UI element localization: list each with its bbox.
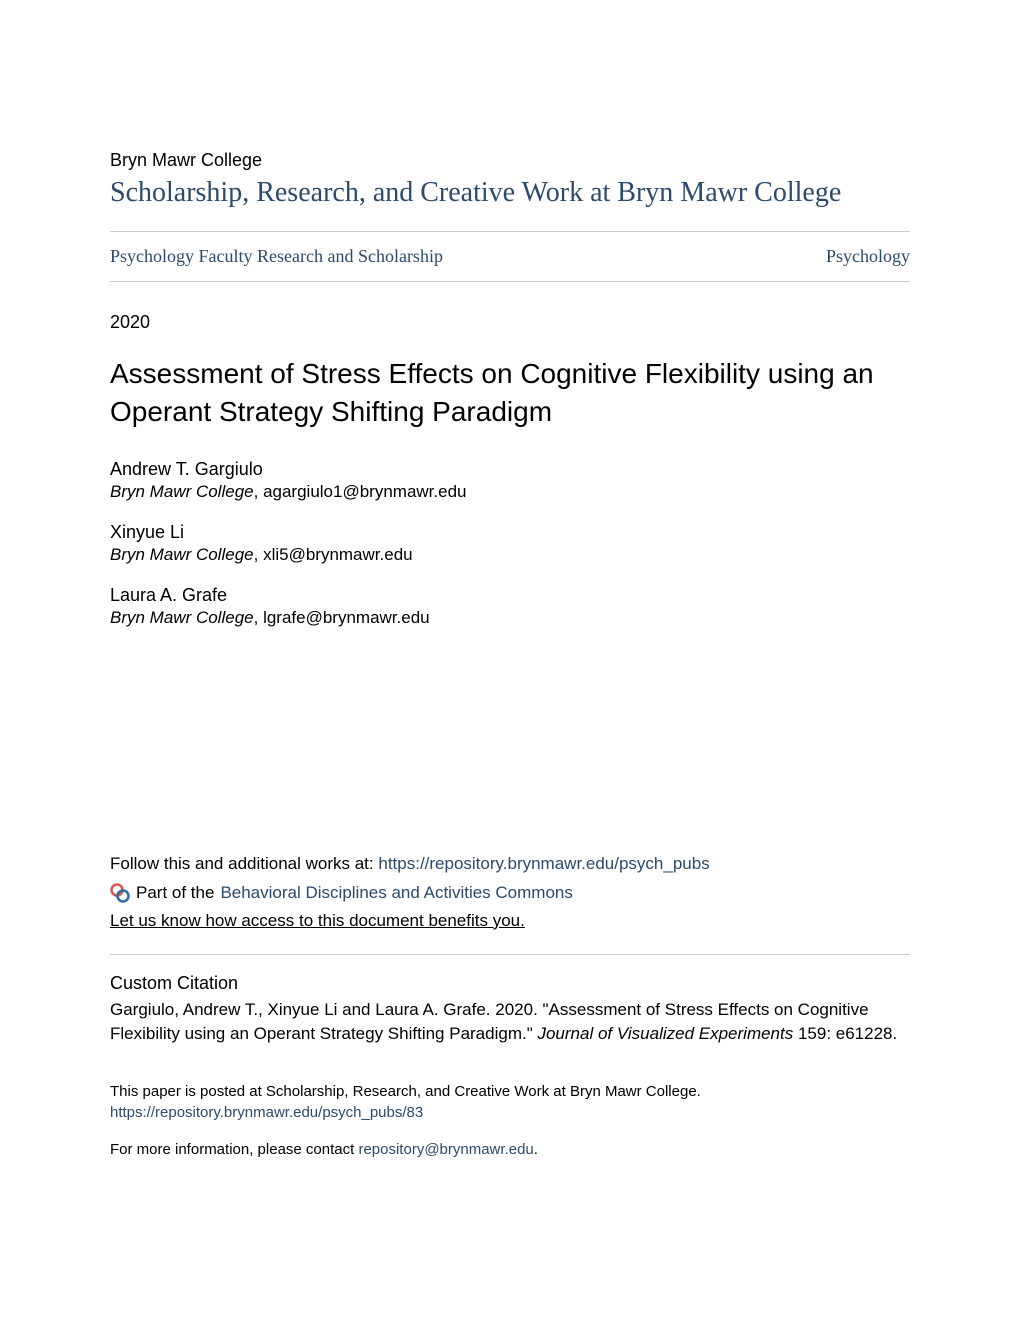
author-affiliation: Bryn Mawr College, xli5@brynmawr.edu <box>110 544 910 567</box>
citation-journal: Journal of Visualized Experiments <box>537 1024 793 1043</box>
citation-heading: Custom Citation <box>110 973 910 994</box>
footer-contact: For more information, please contact rep… <box>110 1141 910 1158</box>
author-email: agargiulo1@brynmawr.edu <box>263 482 466 501</box>
divider <box>110 281 910 282</box>
collection-nav: Psychology Faculty Research and Scholars… <box>110 232 910 281</box>
publication-year: 2020 <box>110 312 910 333</box>
institution-name: Bryn Mawr College <box>110 150 910 171</box>
citation-text: Gargiulo, Andrew T., Xinyue Li and Laura… <box>110 998 910 1046</box>
author-name: Andrew T. Gargiulo <box>110 457 910 481</box>
partof-line: Part of the Behavioral Disciplines and A… <box>110 879 910 906</box>
footer-contact-prefix: For more information, please contact <box>110 1141 358 1158</box>
author-email: lgrafe@brynmawr.edu <box>263 608 430 627</box>
follow-prefix: Follow this and additional works at: <box>110 854 378 873</box>
partof-prefix: Part of the <box>136 879 214 906</box>
footer-posted-text: This paper is posted at Scholarship, Res… <box>110 1081 910 1102</box>
partof-link[interactable]: Behavioral Disciplines and Activities Co… <box>220 879 572 906</box>
author-separator: , <box>254 545 263 564</box>
footer-posted: This paper is posted at Scholarship, Res… <box>110 1081 910 1123</box>
benefits-link[interactable]: Let us know how access to this document … <box>110 911 525 930</box>
citation-suffix: 159: e61228. <box>793 1024 897 1043</box>
author-institution: Bryn Mawr College <box>110 482 254 501</box>
paper-title: Assessment of Stress Effects on Cognitiv… <box>110 355 910 431</box>
author-name: Xinyue Li <box>110 520 910 544</box>
follow-section: Follow this and additional works at: htt… <box>110 850 910 934</box>
author-email: xli5@brynmawr.edu <box>263 545 413 564</box>
collection-link-left[interactable]: Psychology Faculty Research and Scholars… <box>110 246 443 267</box>
author-name: Laura A. Grafe <box>110 583 910 607</box>
footer-contact-email[interactable]: repository@brynmawr.edu <box>358 1141 533 1158</box>
follow-url-link[interactable]: https://repository.brynmawr.edu/psych_pu… <box>378 854 709 873</box>
benefits-line: Let us know how access to this document … <box>110 907 910 934</box>
divider <box>110 954 910 955</box>
author-block: Andrew T. Gargiulo Bryn Mawr College, ag… <box>110 457 910 504</box>
author-institution: Bryn Mawr College <box>110 608 254 627</box>
author-block: Xinyue Li Bryn Mawr College, xli5@brynma… <box>110 520 910 567</box>
author-affiliation: Bryn Mawr College, lgrafe@brynmawr.edu <box>110 607 910 630</box>
follow-line: Follow this and additional works at: htt… <box>110 850 910 877</box>
author-separator: , <box>254 608 263 627</box>
footer-posted-url[interactable]: https://repository.brynmawr.edu/psych_pu… <box>110 1104 423 1121</box>
author-affiliation: Bryn Mawr College, agargiulo1@brynmawr.e… <box>110 481 910 504</box>
author-separator: , <box>254 482 263 501</box>
collection-link-right[interactable]: Psychology <box>826 246 910 267</box>
author-block: Laura A. Grafe Bryn Mawr College, lgrafe… <box>110 583 910 630</box>
footer-contact-suffix: . <box>534 1141 538 1158</box>
repository-title[interactable]: Scholarship, Research, and Creative Work… <box>110 177 910 209</box>
network-icon <box>110 883 130 903</box>
author-institution: Bryn Mawr College <box>110 545 254 564</box>
